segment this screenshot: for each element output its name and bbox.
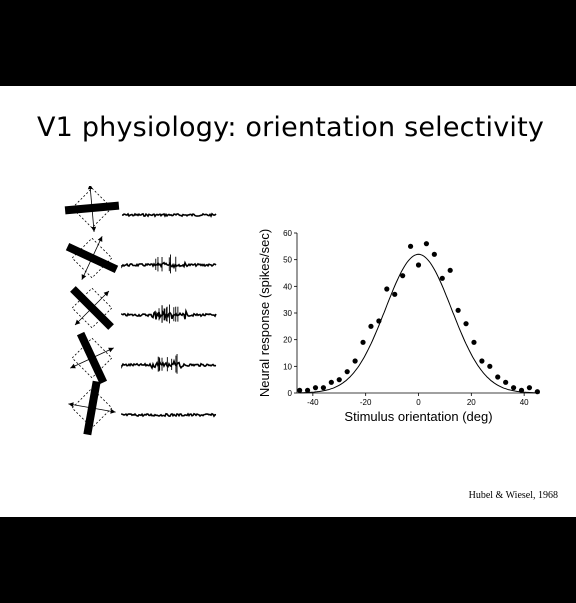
stimulus-row	[70, 286, 114, 330]
data-point	[384, 286, 390, 292]
data-point	[431, 251, 437, 257]
y-axis-label: Neural response (spikes/sec)	[257, 229, 272, 397]
data-point	[534, 389, 540, 395]
spike-trace	[121, 260, 217, 270]
data-point	[479, 358, 485, 364]
y-tick-label: 10	[283, 362, 292, 371]
oriented-bar	[83, 380, 101, 436]
data-point	[455, 307, 461, 313]
data-point	[471, 339, 477, 345]
stimulus-row	[68, 380, 116, 436]
data-point	[376, 318, 382, 324]
data-point	[320, 385, 327, 391]
data-point	[297, 387, 303, 393]
slide: V1 physiology: orientation selectivity 0…	[0, 86, 576, 517]
data-point	[495, 374, 501, 380]
oriented-bar	[64, 201, 120, 215]
stimulus-panel	[64, 186, 217, 436]
data-point	[336, 377, 342, 383]
y-tick-label: 50	[283, 256, 292, 265]
data-point	[463, 321, 469, 327]
data-point	[312, 385, 319, 391]
data-point	[423, 241, 430, 247]
slide-title: V1 physiology: orientation selectivity	[37, 112, 545, 143]
y-tick-label: 40	[283, 282, 292, 291]
x-tick-label: 0	[416, 398, 421, 407]
stimulus-row	[70, 331, 114, 385]
data-point	[447, 267, 453, 273]
y-tick-label: 20	[283, 336, 292, 345]
data-point	[328, 379, 334, 385]
data-point	[304, 387, 311, 393]
data-point	[407, 243, 414, 249]
y-tick-label: 30	[283, 309, 292, 318]
citation: Hubel & Wiesel, 1968	[468, 490, 558, 501]
data-point	[360, 339, 366, 345]
data-point	[439, 275, 445, 281]
spike-trace	[121, 358, 217, 370]
spike-trace	[121, 412, 217, 418]
spike-trace	[121, 212, 217, 218]
data-point	[344, 369, 350, 375]
data-point	[526, 385, 533, 391]
tuning-curve-chart: 0 10 20 30 40 50 60 -40 -20 0 20 40 Stimulus orienta…	[257, 229, 540, 424]
data-point	[487, 363, 493, 369]
x-axis-label: Stimulus orientation (deg)	[344, 409, 492, 424]
x-tick-label: -20	[360, 398, 372, 407]
data-point	[510, 385, 517, 391]
x-tick-label: 20	[467, 398, 476, 407]
data-point	[518, 387, 525, 393]
stimulus-row	[65, 236, 119, 280]
data-point	[400, 273, 406, 279]
spike-trace	[121, 308, 217, 321]
x-tick-label: 40	[520, 398, 529, 407]
stimulus-row	[64, 186, 120, 232]
data-point	[503, 379, 509, 385]
oriented-bar	[65, 242, 119, 274]
data-point	[352, 358, 358, 364]
y-tick-label: 0	[288, 389, 293, 398]
data-point	[368, 323, 374, 329]
x-tick-label: -40	[307, 398, 319, 407]
oriented-bar	[76, 331, 108, 385]
y-tick-label: 60	[283, 229, 292, 238]
fit-curve	[299, 253, 538, 394]
data-point	[392, 291, 398, 297]
oriented-bar	[70, 286, 114, 330]
data-point	[415, 262, 422, 268]
